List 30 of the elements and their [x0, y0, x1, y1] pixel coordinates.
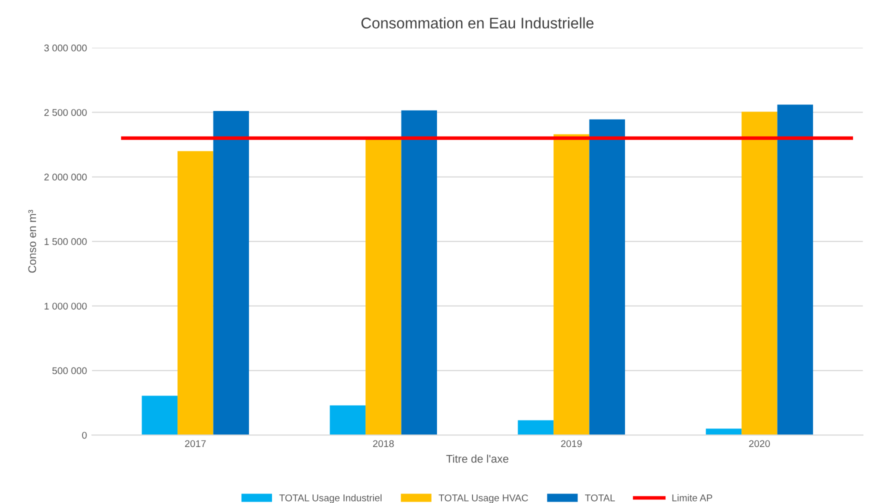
bar [589, 119, 626, 436]
legend-label: TOTAL Usage HVAC [438, 494, 528, 503]
bar [706, 428, 742, 436]
legend-label: Limite AP [672, 494, 712, 502]
y-tick-label: 2 500 000 [44, 109, 87, 116]
x-tick-label: 2020 [749, 440, 770, 448]
legend-label: TOTAL [585, 494, 615, 502]
bar [142, 396, 178, 436]
bar [401, 110, 437, 436]
bar [554, 134, 590, 436]
y-tick-label: 1 500 000 [44, 238, 87, 246]
bar [518, 420, 554, 436]
y-tick-label: 2 000 000 [44, 174, 87, 181]
bar [777, 104, 814, 436]
bar [742, 112, 778, 436]
chart-title: Consommation en Eau Industrielle [361, 17, 594, 28]
x-tick-label: 2019 [561, 440, 582, 448]
y-tick-label: 3 000 000 [44, 44, 87, 52]
y-tick-label: 0 [82, 432, 87, 439]
bar [330, 405, 366, 436]
y-tick-label: 1 000 000 [44, 302, 87, 310]
bar [213, 111, 249, 436]
x-tick-label: 2018 [373, 440, 394, 448]
x-axis-title: Titre de l'axe [446, 454, 508, 463]
y-axis-title: Conso en m³ [28, 210, 36, 273]
x-tick-label: 2017 [185, 440, 206, 448]
legend-label: TOTAL Usage Industriel [279, 494, 382, 503]
bar [178, 151, 214, 436]
y-tick-label: 500 000 [52, 367, 87, 374]
bar [366, 139, 402, 436]
